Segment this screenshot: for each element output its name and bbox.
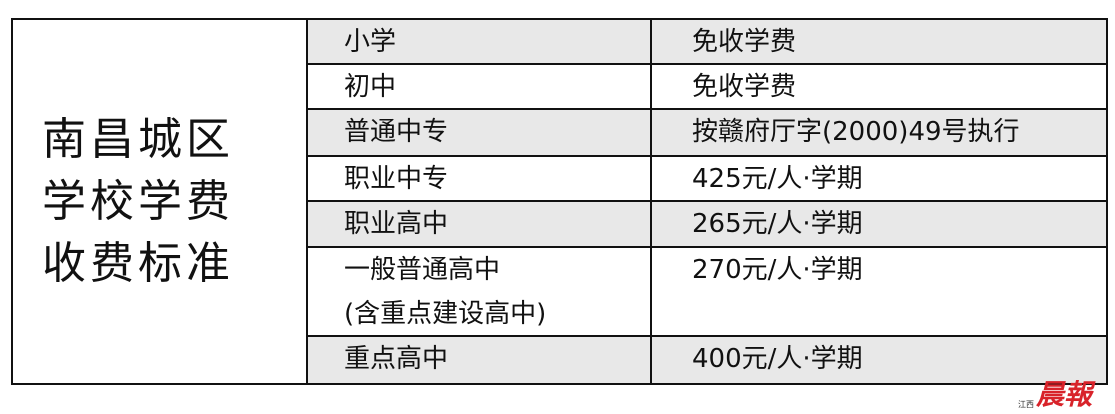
fee-value: 免收学费 [650,20,1064,63]
table-row: 职业中专 425元/人·学期 [308,157,1106,202]
fee-rows: 小学 免收学费 初中 免收学费 普通中专 按赣府厅字(2000)49号执行 职业… [308,20,1106,383]
fee-value: 425元/人·学期 [650,157,1064,200]
table-row: 小学 免收学费 [308,20,1106,65]
school-level: 初中 [344,72,397,102]
table-row: 重点高中 400元/人·学期 [308,337,1106,383]
table-title: 南昌城区学校学费收费标准 [42,113,234,289]
table-row: 初中 免收学费 [308,65,1106,110]
fee-value: 400元/人·学期 [650,337,1064,383]
logo-small-text: 江西 [1018,400,1034,409]
table-title-cell: 南昌城区学校学费收费标准 [13,20,308,383]
fee-table: 南昌城区学校学费收费标准 小学 免收学费 初中 免收学费 普通中专 按赣府厅字(… [11,18,1108,385]
table-row: 职业高中 265元/人·学期 [308,202,1106,248]
school-level: 小学 [344,27,397,57]
school-level: 重点高中 [344,344,449,374]
school-level: 职业中专 [344,164,449,194]
table-row: 普通中专 按赣府厅字(2000)49号执行 [308,110,1106,157]
fee-value: 免收学费 [650,65,1064,108]
table-row: 一般普通高中 (含重点建设高中) 270元/人·学期 [308,248,1106,337]
newspaper-logo: 江西 晨報 [1018,380,1092,410]
fee-value: 270元/人·学期 [650,248,1064,335]
fee-value: 按赣府厅字(2000)49号执行 [650,110,1064,155]
fee-value: 265元/人·学期 [650,202,1064,246]
school-level: 普通中专 [344,117,449,147]
logo-big-text: 晨報 [1036,378,1093,411]
school-level: 职业高中 [344,209,449,239]
school-level: 一般普通高中 (含重点建设高中) [344,255,547,329]
